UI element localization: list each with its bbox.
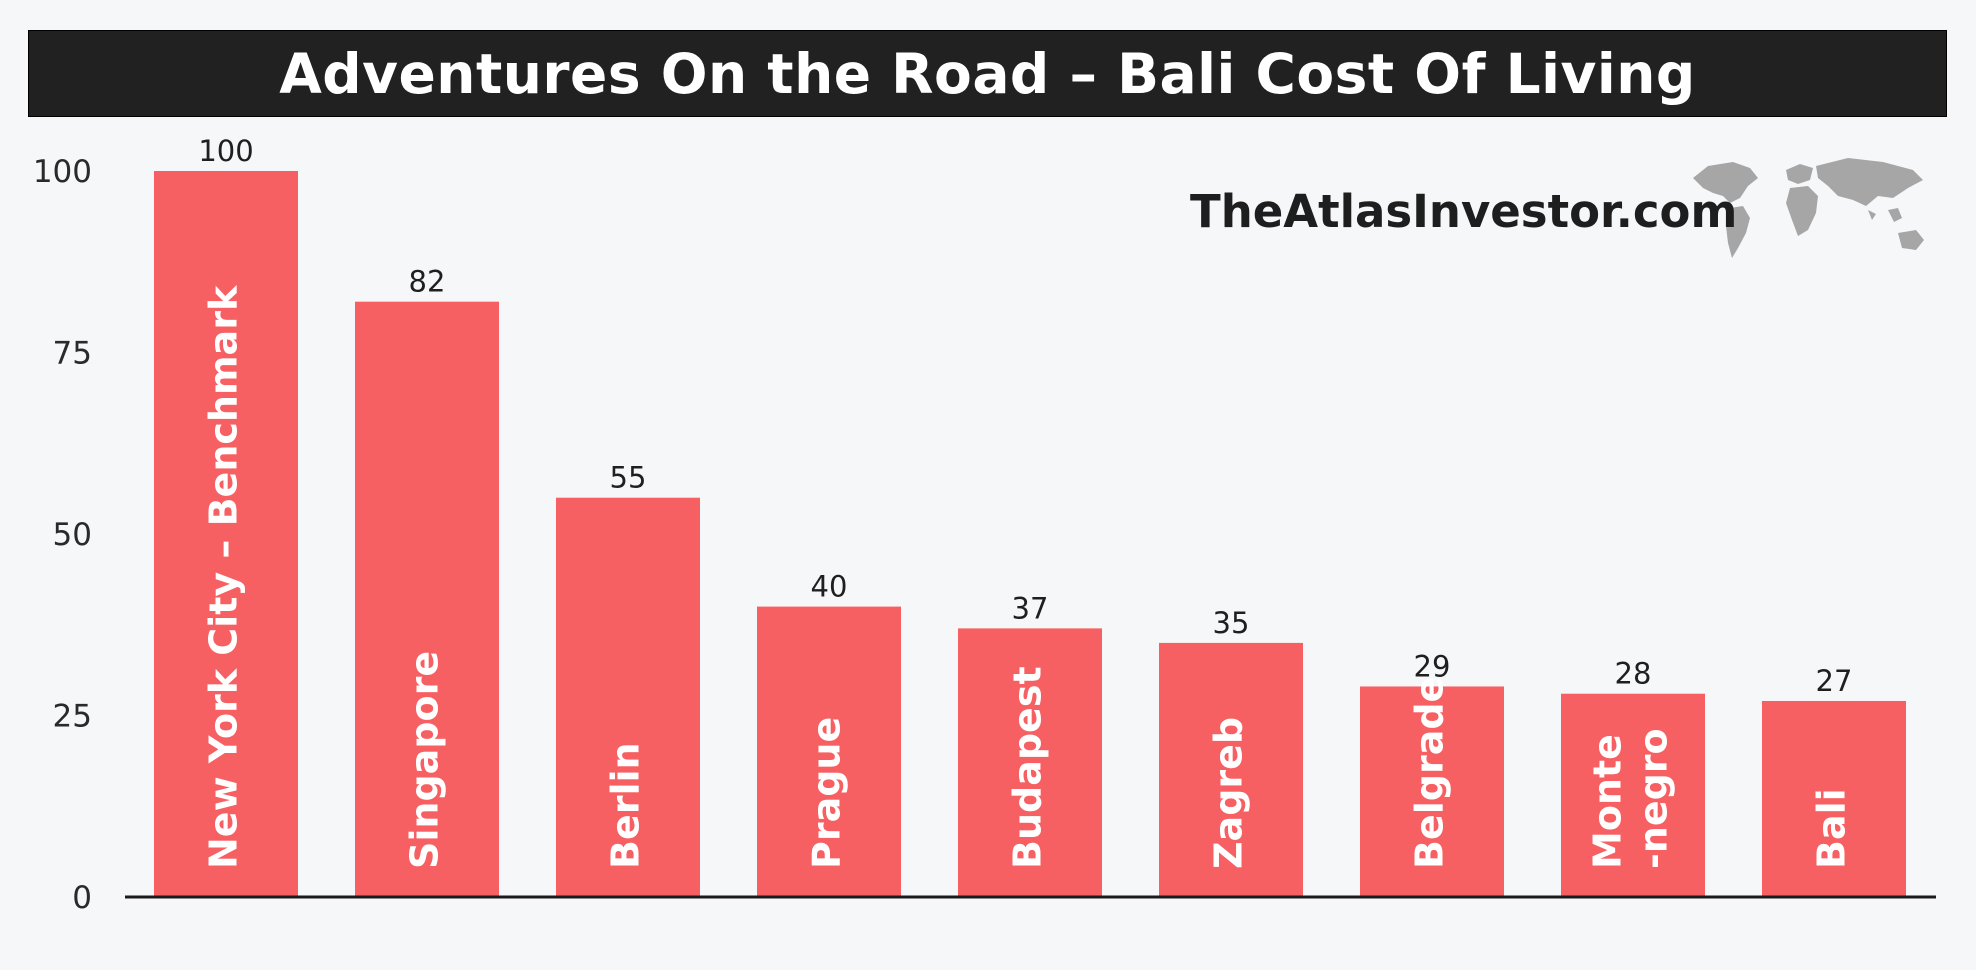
data-label: 35 [1213, 606, 1250, 640]
bar [154, 171, 298, 897]
y-tick-label: 50 [53, 517, 92, 553]
y-tick-label: 0 [72, 880, 92, 916]
category-label: Prague [805, 717, 849, 869]
bar [1561, 693, 1705, 897]
bar [1360, 686, 1504, 897]
category-label: Belgrade [1408, 677, 1452, 869]
category-label: Zagreb [1207, 717, 1251, 869]
data-label: 37 [1012, 591, 1049, 625]
data-label: 55 [610, 461, 647, 495]
chart-title-bar: Adventures On the Road – Bali Cost Of Li… [28, 30, 1947, 117]
y-tick-label: 25 [53, 699, 92, 735]
category-label: Berlin [604, 742, 648, 869]
category-label: New York City – Benchmark [202, 285, 246, 869]
category-label: Budapest [1006, 666, 1050, 869]
category-label: Monte [1586, 734, 1630, 869]
y-tick-label: 100 [33, 154, 92, 190]
bar [355, 301, 499, 897]
bar [556, 497, 700, 897]
category-label: Singapore [403, 651, 447, 869]
data-label: 100 [198, 134, 253, 168]
data-label: 82 [409, 265, 446, 299]
bar [1159, 642, 1303, 897]
category-label: -negro [1632, 728, 1676, 869]
site-watermark: TheAtlasInvestor.com [1190, 185, 1738, 238]
data-label: 28 [1615, 657, 1652, 691]
y-tick-label: 75 [53, 336, 92, 372]
bar [958, 628, 1102, 897]
bar [757, 606, 901, 897]
world-map-icon [1693, 158, 1924, 258]
data-label: 40 [811, 570, 848, 604]
data-label: 29 [1414, 649, 1451, 683]
chart-title: Adventures On the Road – Bali Cost Of Li… [279, 41, 1696, 106]
category-label: Bali [1810, 788, 1854, 869]
data-label: 27 [1816, 664, 1853, 698]
bar [1762, 700, 1906, 897]
